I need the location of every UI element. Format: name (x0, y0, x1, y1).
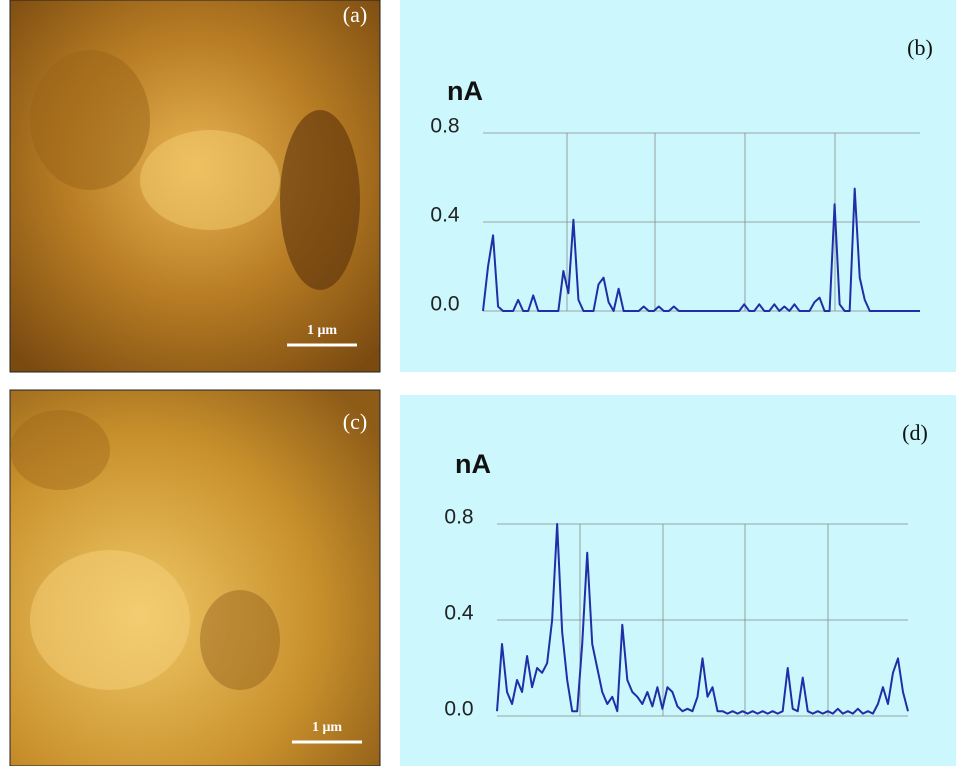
panel-label: (b) (907, 35, 933, 60)
panel-label: (c) (343, 409, 367, 434)
y-tick-label: 0.4 (430, 204, 460, 227)
afm-image-c (9, 389, 381, 766)
y-tick-label: 0.4 (444, 602, 474, 625)
panel-label: (d) (902, 420, 928, 445)
current-trace (496, 523, 909, 715)
y-axis-unit: nA (447, 76, 483, 106)
current-trace (482, 187, 920, 312)
y-tick-label: 0.0 (430, 293, 459, 316)
afm-image-a (9, 0, 381, 373)
scale-bar-label: 1 μm (312, 720, 342, 735)
panel-background (400, 395, 956, 766)
y-tick-label: 0.8 (444, 506, 473, 529)
y-tick-label: 0.0 (444, 698, 473, 721)
panel-label: (a) (343, 2, 367, 27)
panel-background (400, 0, 956, 372)
scale-bar-label: 1 μm (307, 323, 337, 338)
y-tick-label: 0.8 (430, 115, 459, 138)
y-axis-unit: nA (455, 449, 491, 479)
